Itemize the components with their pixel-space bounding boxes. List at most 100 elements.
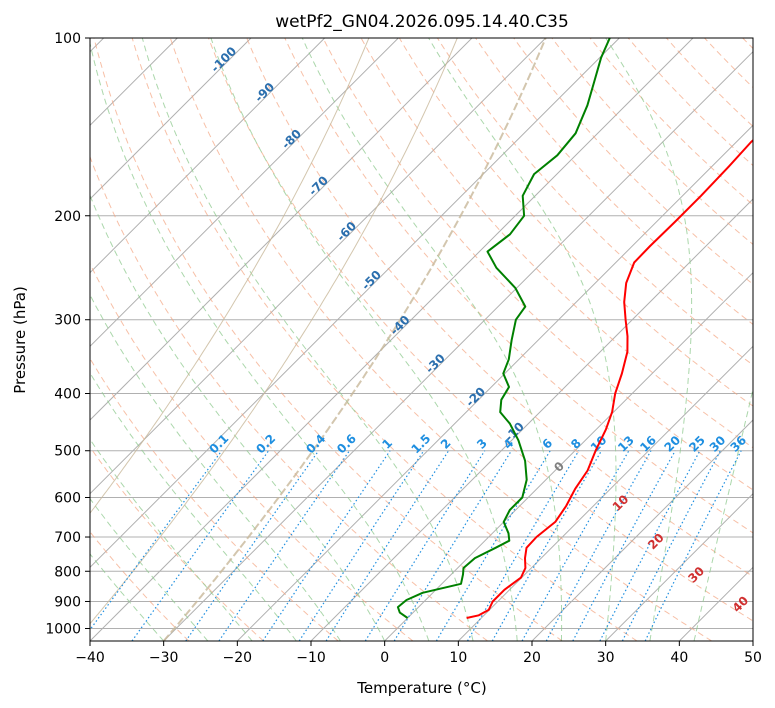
isotherm-line: [236, 124, 753, 641]
isotherm-line: [90, 38, 547, 495]
x-tick-label: 50: [744, 650, 762, 666]
isotherm-label: -20: [463, 384, 488, 409]
dry-adiabat-line: [513, 38, 753, 285]
isotherm-line: [531, 419, 753, 641]
mixing-ratio-label: 8: [568, 436, 584, 452]
mixing-ratio-line: [545, 450, 652, 641]
isotherm-line: [384, 271, 753, 641]
mixing-ratio-line: [435, 450, 551, 641]
mixing-ratio-line: [90, 450, 223, 631]
dry-adiabat-line: [551, 38, 753, 245]
moist-adiabat-line: [90, 553, 165, 641]
mixing-ratio-line: [621, 450, 721, 641]
y-tick-label: 700: [54, 530, 81, 546]
mixing-ratio-line: [218, 450, 350, 641]
x-tick-label: 40: [670, 650, 688, 666]
moist-adiabat-line: [428, 38, 617, 641]
isotherm-label: -40: [387, 313, 412, 338]
isotherm-label: 10: [610, 492, 632, 514]
dry-adiabat-line: [93, 38, 563, 641]
x-tick-label: −30: [149, 650, 179, 666]
moist-adiabat-line: [90, 293, 341, 641]
dry-adiabat-line: [208, 38, 753, 622]
mixing-ratio-label: 16: [637, 433, 659, 455]
dry-adiabat-line: [246, 38, 753, 578]
dry-adiabat-line: [90, 446, 264, 641]
y-axis-label: Pressure (hPa): [11, 286, 29, 394]
isotherm-line: [90, 38, 620, 569]
isotherm-label: -60: [334, 219, 359, 244]
isotherm-label: 20: [645, 531, 667, 553]
mixing-ratio-line: [364, 450, 486, 641]
y-tick-label: 100: [54, 31, 81, 47]
mixing-ratio-label: 1.5: [409, 431, 434, 456]
isotherm-line: [90, 38, 694, 641]
x-tick-label: 30: [597, 650, 615, 666]
mixing-ratio-label: 25: [686, 433, 708, 455]
mixing-ratio-label: 0.4: [303, 431, 328, 456]
dry-adiabat-line: [666, 38, 753, 128]
x-tick-label: 0: [380, 650, 389, 666]
frost-point-line: [90, 38, 458, 625]
mixing-ratio-label: 2: [438, 436, 454, 452]
mixing-ratio-label: 0.2: [253, 431, 278, 456]
plot-frame: [89, 37, 754, 642]
y-tick-label: 1000: [45, 621, 81, 637]
isotherm-line: [752, 640, 753, 641]
dry-adiabat-line: [90, 155, 488, 641]
frost-point-line: [90, 38, 370, 514]
mixing-ratio-line: [491, 450, 603, 641]
mixing-ratio-label: 30: [707, 433, 729, 455]
mixing-ratio-label: 6: [540, 436, 556, 452]
x-tick-label: −40: [75, 650, 105, 666]
mixing-ratio-line: [325, 450, 450, 641]
y-axis-ticks: 100 200 300 400 500 600 700 800 900 1000: [45, 31, 90, 637]
profile-series: [396, 38, 753, 619]
mixing-ratio-label: 0.6: [334, 431, 359, 456]
dry-adiabat-line: [742, 38, 753, 50]
mixing-ratio-line: [644, 450, 742, 641]
dry-adiabat-line: [475, 38, 753, 326]
y-tick-label: 600: [54, 490, 81, 506]
isotherm-label: -90: [252, 80, 277, 105]
isotherm-line: [90, 38, 473, 421]
frost-point-line: [162, 38, 547, 641]
dry-adiabat-line: [90, 357, 339, 641]
y-tick-label: 200: [54, 209, 81, 225]
x-tick-label: 10: [449, 650, 467, 666]
x-tick-label: −20: [223, 650, 253, 666]
isotherm-line: [90, 38, 326, 274]
temperature-profile-line: [466, 138, 753, 619]
mixing-ratio-line: [185, 450, 320, 641]
x-tick-label: −10: [296, 650, 326, 666]
moist-adiabat-line: [90, 438, 253, 641]
line-labels: -100-90-80-70-60-50-40-30-20-10010203040…: [207, 44, 752, 615]
moist-adiabat-line: [90, 372, 297, 641]
isotherm-line: [457, 345, 753, 641]
mixing-ratio-label: 3: [474, 436, 490, 452]
isotherm-line: [90, 38, 399, 348]
mixing-ratio-line: [262, 450, 391, 641]
isotherm-label: -80: [279, 127, 304, 152]
dry-adiabat-line: [131, 38, 638, 641]
moist-adiabat-line: [90, 194, 386, 641]
dry-adiabat-line: [284, 38, 753, 534]
y-tick-label: 400: [54, 387, 81, 403]
mixing-ratio-label: 0.1: [207, 431, 232, 456]
mixing-ratio-line: [298, 450, 425, 641]
mixing-ratio-line: [393, 450, 512, 641]
moist-adiabat-line: [210, 38, 518, 641]
mixing-ratio-line: [131, 450, 270, 641]
moist-adiabat-line: [301, 38, 563, 641]
mixing-ratio-label: 13: [615, 433, 637, 455]
isotherm-label: -30: [423, 351, 448, 376]
dry-adiabat-line: [169, 38, 712, 641]
moist-adiabat-line: [90, 497, 209, 641]
moist-adiabat-line: [605, 38, 693, 641]
isotherm-label: -70: [306, 173, 331, 198]
moist-adiabat-line: [693, 386, 753, 641]
dry-adiabat-line: [322, 38, 753, 491]
mixing-ratio-line: [521, 450, 630, 641]
dry-adiabat-line: [589, 38, 753, 206]
